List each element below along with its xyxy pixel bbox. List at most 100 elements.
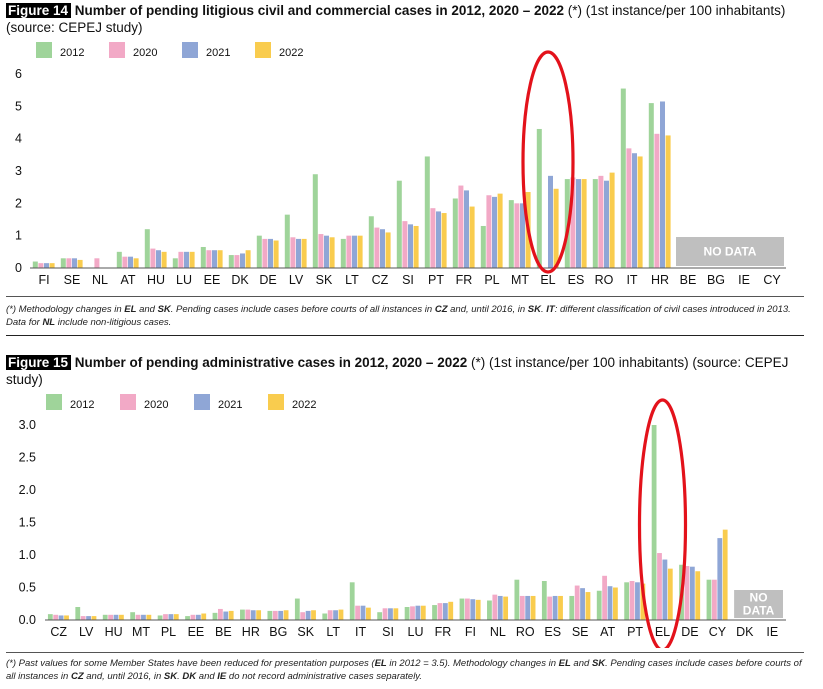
legend-swatch [120, 394, 136, 410]
no-data-box [734, 590, 783, 618]
legend-swatch [46, 394, 62, 410]
bar [333, 610, 338, 620]
bar [327, 610, 333, 620]
figure-14-note-part: and [136, 304, 158, 315]
bar [441, 213, 447, 268]
bar [113, 614, 119, 620]
bar [430, 208, 436, 268]
bar [200, 246, 206, 268]
figure-15-title-bold: Number of pending administrative cases i… [74, 355, 468, 370]
figure-14-note-part: SK [527, 304, 541, 315]
x-tick-label: DE [259, 273, 276, 287]
x-tick-label: FR [435, 625, 452, 639]
bar [469, 206, 475, 268]
x-tick-label: BG [269, 625, 287, 639]
y-tick-label: 2.0 [19, 483, 36, 497]
figure-14-note-part: CZ [434, 304, 448, 315]
bar [382, 608, 388, 620]
x-tick-label: CY [709, 625, 727, 639]
bar [581, 179, 587, 268]
bar [47, 614, 53, 620]
bar [592, 179, 598, 268]
x-tick-label: IE [766, 625, 778, 639]
bar [318, 234, 324, 268]
bar [268, 238, 273, 268]
bar [424, 156, 430, 268]
bar [366, 607, 371, 620]
bar [283, 610, 289, 620]
x-tick-label: DK [231, 273, 249, 287]
bar [130, 612, 136, 620]
bar [77, 259, 83, 268]
bar [497, 595, 503, 620]
bar [629, 581, 635, 620]
bar [32, 261, 38, 268]
bar [436, 211, 441, 268]
x-tick-label: ES [544, 625, 561, 639]
bar [413, 225, 419, 268]
bar [654, 133, 660, 268]
bar [161, 251, 167, 268]
bar [217, 608, 223, 620]
bar [360, 605, 366, 620]
bar [648, 103, 654, 268]
bar [486, 195, 492, 268]
figure-15-divider [6, 652, 804, 653]
y-tick-label: 5 [15, 99, 22, 113]
bar [620, 88, 626, 268]
legend-label: 2021 [218, 399, 242, 411]
figure-15-note-part: . Pending cases include cases before cou… [6, 658, 802, 682]
figure-14-note-part: EL [124, 304, 137, 315]
bar [574, 585, 580, 620]
bar [234, 255, 240, 268]
bar [311, 610, 316, 620]
bar [508, 200, 514, 268]
bar [530, 595, 536, 620]
bar [296, 238, 301, 268]
figure-14-note-part: and, until 2016, in [447, 304, 528, 315]
bar [437, 603, 443, 620]
bar [150, 248, 156, 268]
bar [519, 595, 525, 620]
bar [240, 253, 245, 268]
figure-15-title-rest: (*) (1st instance/per 100 inhabitants) (… [6, 355, 789, 387]
figure-15-chart: 2012 2020 2021 2022 0.0 0.5 1.0 1.5 2.0 2.5 3.0 CZ L… [19, 394, 786, 648]
bar [173, 614, 179, 620]
figure-14-note-part: IT [546, 304, 555, 315]
y-tick-label: 3 [15, 164, 22, 178]
bar [388, 608, 393, 620]
bar [324, 235, 329, 268]
bar [536, 128, 542, 268]
figure-14-note-part: include non-litigious cases. [55, 317, 172, 328]
x-tick-label: EL [540, 273, 555, 287]
bar [459, 598, 465, 620]
bar [157, 615, 163, 620]
bar [602, 575, 608, 620]
bar [569, 595, 575, 620]
bar [402, 221, 408, 268]
x-tick-label: PL [161, 625, 176, 639]
figure-14-note: (*) Methodology changes in EL and SK. Pe… [6, 303, 811, 329]
bar [250, 610, 256, 620]
legend-label: 2020 [144, 399, 168, 411]
x-tick-label: BE [215, 625, 232, 639]
figure-14-title-rest: (*) (1st instance/per 100 inhabitants) (… [6, 3, 786, 35]
bar [116, 251, 122, 268]
bar [256, 610, 262, 620]
bar [541, 581, 547, 620]
x-tick-label: SK [297, 625, 314, 639]
bar [228, 255, 234, 268]
bar [66, 258, 72, 268]
bar [212, 612, 218, 620]
bar [665, 135, 671, 268]
x-tick-label: FI [465, 625, 476, 639]
x-tick-label: MT [511, 273, 529, 287]
y-tick-label: 0.5 [19, 581, 36, 595]
bar [217, 250, 223, 268]
legend-swatch [182, 42, 198, 58]
x-tick-label: LU [408, 625, 424, 639]
x-tick-label: LT [345, 273, 359, 287]
x-tick-label: SE [572, 625, 589, 639]
bar [245, 609, 251, 620]
figure-14-note-part: . Pending cases include cases before cou… [170, 304, 435, 315]
